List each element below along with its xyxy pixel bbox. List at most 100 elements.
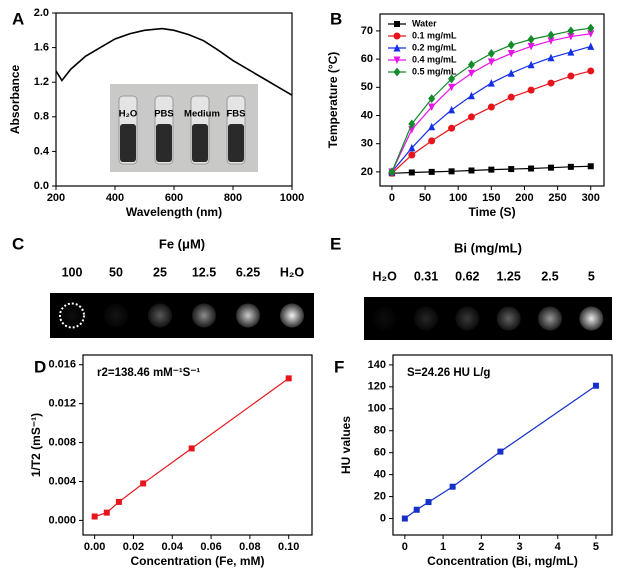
marker (567, 26, 575, 36)
phantom-spot (496, 306, 521, 331)
marker (115, 498, 122, 505)
marker (448, 124, 456, 132)
marker (567, 163, 574, 170)
marker (449, 483, 456, 490)
y-tick-label: 0 (380, 512, 386, 524)
phantom-spot (236, 303, 260, 328)
marker (408, 169, 415, 176)
x-tick-label: 200 (47, 192, 65, 204)
marker (428, 168, 435, 175)
phantom-spot (280, 303, 304, 328)
marker (547, 164, 554, 171)
y-tick-label: 60 (374, 447, 386, 459)
panel-letter: B (330, 9, 342, 28)
sample-label: 12.5 (192, 265, 216, 279)
marker (448, 105, 456, 114)
phantom-spot (192, 303, 216, 328)
marker (527, 42, 535, 51)
marker (428, 103, 436, 112)
y-axis-label: HU values (339, 416, 353, 474)
marker (285, 375, 292, 382)
marker (507, 93, 515, 101)
marker (507, 69, 515, 77)
phantom-strip (364, 297, 612, 340)
y-tick-label: 0.4 (34, 145, 50, 157)
y-tick-label: 30 (361, 138, 373, 150)
marker (467, 113, 475, 121)
panel-letter: D (34, 357, 46, 376)
marker (527, 86, 535, 94)
marker (487, 103, 495, 111)
y-tick-label: 0.008 (48, 436, 76, 448)
sample-label: 1.25 (496, 269, 520, 283)
x-tick-label: 4 (555, 541, 562, 553)
sample-label: 25 (153, 265, 167, 279)
inset-label: H₂O (119, 109, 137, 120)
x-tick-label: 100 (449, 192, 467, 204)
inset-label: PBS (154, 109, 174, 120)
x-tick-label: 5 (593, 541, 599, 553)
y-tick-label: 60 (361, 53, 373, 65)
legend-marker (393, 67, 401, 77)
marker (448, 168, 455, 175)
y-tick-label: 0.016 (48, 359, 76, 371)
sample-label: 2.5 (541, 269, 558, 283)
x-tick-label: 600 (165, 192, 183, 204)
x-axis-label: Wavelength (nm) (126, 205, 222, 219)
y-tick-label: 80 (374, 425, 386, 437)
marker (587, 23, 595, 33)
marker (401, 515, 408, 522)
legend-marker (393, 44, 401, 52)
inset-label: FBS (227, 109, 246, 120)
marker (497, 448, 504, 455)
sample-label: 6.25 (236, 265, 260, 279)
marker (103, 509, 110, 516)
legend-marker (394, 21, 400, 27)
panel-letter: A (12, 9, 24, 28)
y-tick-label: 0.8 (34, 111, 49, 123)
strip-title: Bi (mg/mL) (454, 240, 522, 255)
x-tick-label: 400 (106, 192, 124, 204)
y-axis-label: Temperature (°C) (326, 52, 340, 149)
x-tick-label: 0.04 (162, 541, 184, 553)
marker (140, 480, 147, 487)
marker (592, 382, 599, 389)
marker (507, 49, 515, 58)
panel-letter: F (334, 357, 344, 376)
x-tick-label: 3 (516, 541, 522, 553)
marker (587, 30, 595, 38)
marker (425, 499, 432, 506)
marker (91, 513, 98, 520)
phantom-spot (455, 306, 480, 331)
x-tick-label: 0 (389, 192, 395, 204)
x-tick-label: 2 (478, 541, 484, 553)
phantom-spot (372, 306, 397, 331)
annotation: r2=138.46 mM⁻¹S⁻¹ (97, 367, 200, 379)
marker (448, 74, 456, 84)
marker (467, 60, 475, 70)
marker (487, 58, 495, 66)
marker (547, 53, 555, 62)
sample-label: 50 (109, 265, 123, 279)
vial-liquid (228, 124, 244, 162)
y-tick-label: 100 (368, 403, 386, 415)
legend-label: 0.5 mg/mL (412, 66, 457, 76)
y-tick-label: 1.6 (34, 42, 49, 54)
x-tick-label: 300 (582, 192, 600, 204)
y-tick-label: 0.012 (48, 398, 76, 410)
phantom-spot (148, 303, 172, 328)
marker (567, 48, 575, 56)
legend-marker (393, 56, 401, 64)
legend-label: Water (412, 18, 437, 28)
legend-label: 0.2 mg/mL (412, 42, 457, 52)
x-tick-label: 800 (224, 192, 242, 204)
phantom-spot (60, 303, 84, 328)
marker (587, 42, 595, 50)
y-tick-label: 0.000 (48, 514, 76, 526)
phantom-strip (50, 293, 314, 338)
marker (467, 69, 475, 78)
legend-label: 0.1 mg/mL (412, 30, 457, 40)
x-axis-label: Concentration (Bi, mg/mL) (427, 554, 578, 568)
legend-label: 0.4 mg/mL (412, 54, 457, 64)
